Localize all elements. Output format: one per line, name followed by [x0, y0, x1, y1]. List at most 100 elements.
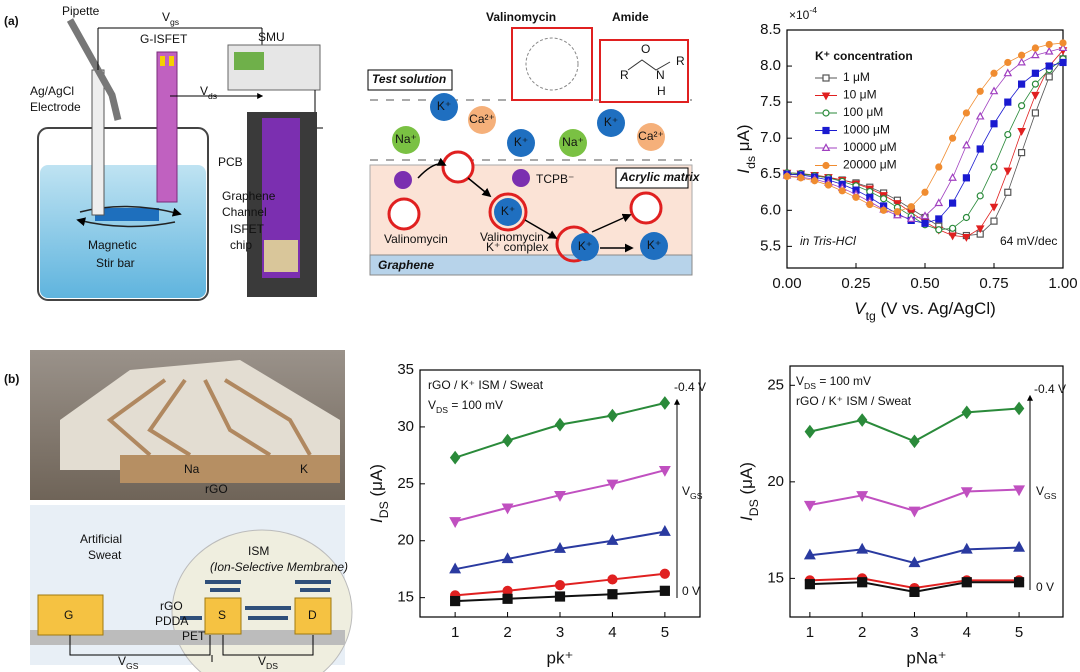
annotation-part: V	[428, 398, 436, 412]
axis-multiplier-part: -4	[809, 5, 817, 15]
annotation: VGS	[682, 484, 703, 501]
ion	[597, 109, 625, 137]
diagram-label: Acrylic matrix	[619, 170, 701, 184]
point	[1031, 50, 1040, 59]
x-tick-label: 1.00	[1048, 275, 1077, 292]
diagram-label: TCPB⁻	[536, 172, 574, 186]
diagram-label: ISM	[248, 544, 269, 558]
point	[908, 556, 921, 568]
ion	[559, 129, 587, 157]
annotation: VDS = 100 mV	[428, 398, 503, 415]
point	[962, 174, 971, 182]
point	[501, 503, 514, 515]
legend-label: 10000 μM	[843, 140, 897, 154]
x-axis-label-part: (V vs. Ag/AgCl)	[876, 299, 996, 318]
annotation: 64 mV/dec	[1000, 234, 1057, 248]
point	[1017, 127, 1026, 136]
point	[960, 542, 973, 554]
diagram-label: Electrode	[30, 100, 81, 114]
point	[962, 140, 971, 149]
diagram-label: N	[656, 68, 665, 82]
point	[607, 574, 618, 585]
legend-marker	[821, 143, 831, 151]
diagram-label: PDDA	[155, 614, 188, 628]
annotation: 0 V	[682, 584, 700, 598]
ion-label: K⁺	[578, 239, 592, 253]
point	[554, 591, 566, 602]
y-tick-label: 30	[397, 418, 414, 435]
x-axis-label-part: V	[854, 299, 867, 318]
axis-multiplier: ×10-4	[789, 5, 817, 22]
annotation: 0 V	[1036, 580, 1054, 594]
point	[1013, 485, 1026, 497]
diagram-label: SMU	[258, 30, 285, 44]
y-axis-label-part: DS	[377, 501, 391, 518]
y-tick-label: 35	[397, 361, 414, 378]
y-axis-label: IDS (μA)	[367, 464, 391, 523]
legend-label: 100 μM	[843, 105, 883, 119]
annotation-part: GS	[690, 491, 703, 501]
legend-marker	[822, 126, 830, 135]
point	[948, 173, 957, 181]
diagram-label-part: DS	[266, 661, 278, 671]
device-photo	[30, 350, 345, 500]
diagram-label: VGS	[118, 654, 139, 671]
point	[908, 506, 921, 518]
diagram-label: R	[676, 54, 685, 68]
point	[1031, 80, 1040, 88]
point	[1059, 39, 1067, 47]
point	[990, 217, 998, 225]
point	[607, 589, 618, 600]
photo-label: Na	[184, 462, 200, 476]
point	[976, 192, 984, 200]
point	[909, 434, 920, 449]
point	[1004, 188, 1012, 196]
x-tick-label: 5	[661, 624, 669, 641]
point	[948, 199, 957, 207]
ion-label: Ca²⁺	[469, 112, 495, 126]
y-tick-label: 7.0	[760, 129, 781, 146]
x-tick-label: 0.75	[979, 275, 1008, 292]
point	[976, 87, 984, 95]
point	[1013, 577, 1025, 588]
diagram-label: Magnetic	[88, 238, 137, 252]
diagram-label-part: V	[200, 84, 208, 98]
legend-label: 20000 μM	[843, 158, 897, 172]
diagram-label: Vds	[200, 84, 217, 101]
diagram-label: ISFET	[230, 222, 265, 236]
point	[1031, 91, 1040, 100]
point	[948, 224, 957, 232]
ion-label: Na⁺	[562, 135, 584, 149]
annotation: in Tris-HCl	[800, 234, 856, 248]
point	[1013, 540, 1026, 552]
y-tick-label: 8.0	[760, 57, 781, 74]
point	[1004, 58, 1012, 67]
x-tick-label: 3	[556, 624, 564, 641]
diagram-label-part: V	[258, 654, 266, 668]
point	[1004, 130, 1012, 139]
y-tick-label: 6.0	[760, 201, 781, 218]
diagram-label: Artificial	[80, 532, 122, 546]
plot-frame	[789, 365, 1064, 618]
point	[1013, 401, 1025, 416]
diagram-label-part: GS	[126, 661, 139, 671]
ion-label: K⁺	[437, 99, 451, 113]
y-axis-label-part: ds	[744, 156, 758, 169]
point	[921, 219, 929, 227]
point	[1045, 40, 1053, 49]
y-axis-label-part: (μA)	[367, 464, 386, 501]
diagram-label-part: V	[162, 10, 170, 24]
ion	[640, 232, 668, 260]
annotation-part: V	[682, 484, 690, 498]
annotation: VDS = 100 mV	[796, 374, 871, 391]
diagram-label: Graphene	[378, 258, 434, 272]
diagram-label: Pipette	[62, 4, 100, 18]
point	[961, 405, 973, 420]
point	[1031, 69, 1040, 77]
diagram-label: Valinomycin –	[480, 230, 554, 244]
point	[1031, 44, 1040, 52]
point	[1003, 68, 1013, 77]
point	[960, 487, 973, 499]
point	[906, 214, 916, 222]
y-tick-label: 8.5	[760, 21, 781, 38]
